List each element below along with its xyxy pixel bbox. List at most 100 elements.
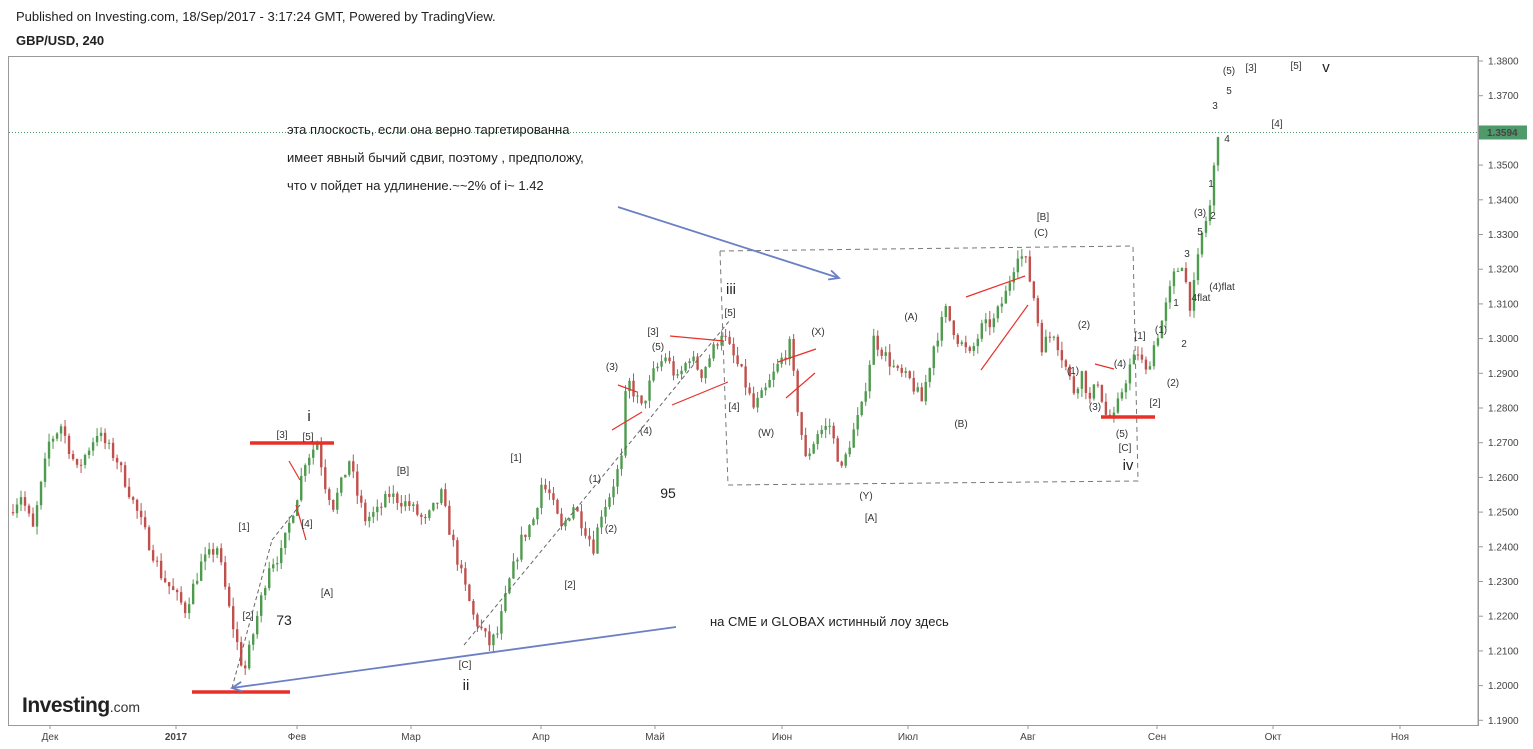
candle [167,582,171,595]
candle [504,585,507,613]
candle [1068,364,1072,381]
x-tick-label: Апр [532,732,550,743]
candle [179,586,183,605]
candle [752,386,755,410]
candle [135,498,139,519]
candle [444,483,447,508]
candle [252,632,255,651]
candle [87,447,91,459]
candle [191,579,195,605]
candles-layer [11,136,1220,675]
candle [436,502,439,510]
candle [772,363,775,388]
trend-line [295,504,307,541]
candle [139,503,143,525]
x-tick-label: Окт [1265,732,1282,743]
wave-label: [2] [564,580,575,591]
candle [368,511,371,528]
candle [1052,335,1056,341]
last-price-badge: 1.3594 [1479,125,1527,140]
candle [111,437,115,461]
chart-note: на CME и GLOBAX истинный лоу здесь [710,614,949,629]
annotation-layer: 1.3594 эта плоскость, если она верно тарг… [9,59,1527,694]
candle [27,503,31,517]
wave-label: (1) [589,474,601,485]
candle [352,454,355,479]
candle [744,359,747,396]
y-tick-label: 1.3400 [1488,195,1519,206]
wave-line [463,481,599,646]
candle [400,495,403,514]
candle [195,572,199,585]
candle [912,370,915,395]
candle [996,304,1000,323]
candle [147,525,151,551]
candle [356,464,359,504]
candle [820,425,823,438]
wave-label: [4] [301,519,312,530]
wave-label: (3) [1194,208,1206,219]
candle [187,597,191,620]
wave-label: (4) [640,426,652,437]
candle [364,499,367,526]
candle [696,353,699,371]
last-price-label: 1.3594 [1487,128,1518,139]
candle [1136,346,1140,361]
candle [452,529,455,547]
candle [900,364,903,377]
candle [300,467,303,502]
candle [1152,341,1156,370]
x-tick-label: Июн [772,732,792,743]
candle [600,510,603,535]
candle [1124,379,1128,400]
candle [740,363,743,368]
wave-label: [1] [510,453,521,464]
annotation-arrow [617,206,841,281]
candle [748,382,751,396]
candle [47,433,51,467]
candle [31,507,35,528]
candle [524,534,527,542]
trend-line [288,460,301,481]
candle [568,517,571,522]
chart-note: эта плоскость, если она верно таргетиров… [287,122,570,137]
candle [876,330,879,357]
y-tick-label: 1.2600 [1488,473,1519,484]
investing-logo: Investing.com [22,694,140,718]
trend-line [617,384,638,393]
candle [1188,281,1192,317]
x-tick-label: Фев [288,732,306,743]
candle [992,313,996,333]
x-tick-label: Июл [898,732,918,743]
candle [456,537,459,571]
candle [1032,280,1036,301]
candle [115,454,119,470]
candle [816,430,819,450]
published-info: Published on Investing.com, 18/Sep/2017 … [16,9,496,24]
candle [1048,331,1052,343]
candle [1104,393,1108,417]
wave-label: (A) [904,312,917,323]
wave-label: [1] [238,522,249,533]
wave-label: 1 [1173,298,1179,309]
y-tick-label: 1.2100 [1488,646,1519,657]
candle [824,418,827,439]
candle [916,382,919,393]
candle [632,373,635,403]
candle [552,487,555,506]
candle [360,489,363,508]
wave-label: [3] [647,327,658,338]
candle [476,612,479,632]
candle [1168,280,1172,309]
candle [1128,358,1132,391]
candle [83,453,87,469]
candle [63,420,67,444]
candle [288,516,291,541]
wave-label: iii [726,281,736,298]
candle [1192,272,1196,318]
trend-line [965,275,1026,298]
candle [304,463,307,482]
candle [760,387,763,399]
candle [536,507,539,525]
